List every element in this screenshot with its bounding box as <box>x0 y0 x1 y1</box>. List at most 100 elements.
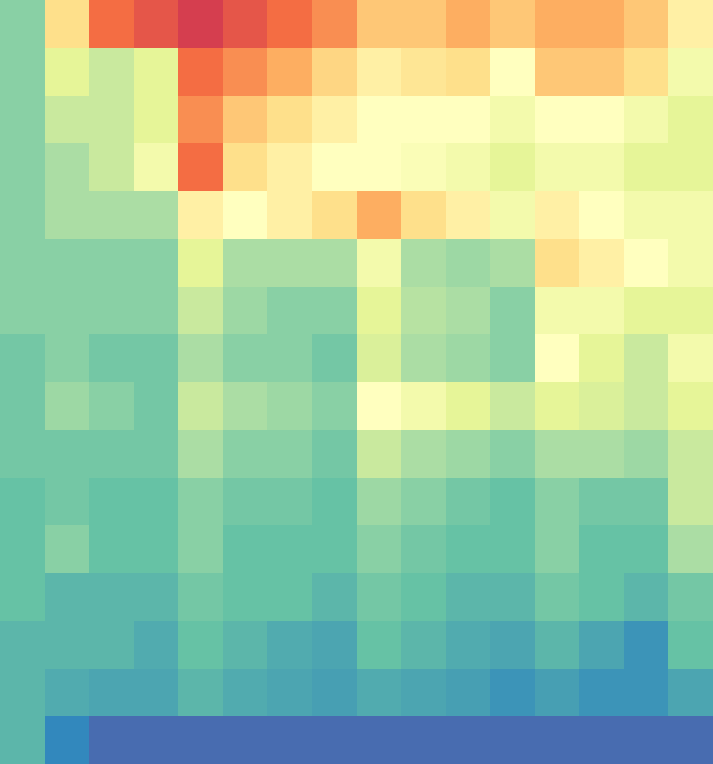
heatmap-cell <box>357 287 401 334</box>
heatmap-cell <box>178 478 223 525</box>
heatmap-cell <box>312 382 357 430</box>
heatmap-cell <box>535 478 579 525</box>
heatmap-cell <box>579 716 624 764</box>
heatmap-cell <box>45 382 89 430</box>
heatmap-cell <box>89 96 134 143</box>
heatmap-cell <box>401 573 446 621</box>
heatmap-cell <box>134 334 178 382</box>
heatmap-cell <box>446 239 490 287</box>
heatmap-cell <box>134 143 178 191</box>
heatmap-cell <box>312 573 357 621</box>
heatmap-cell <box>446 525 490 573</box>
heatmap-cell <box>178 334 223 382</box>
heatmap-cell <box>535 143 579 191</box>
heatmap-cell <box>45 573 89 621</box>
heatmap-cell <box>312 48 357 96</box>
heatmap-cell <box>535 239 579 287</box>
heatmap-cell <box>267 287 312 334</box>
heatmap-cell <box>267 382 312 430</box>
heatmap-cell <box>579 621 624 669</box>
heatmap-cell <box>223 287 267 334</box>
heatmap-cell <box>490 382 535 430</box>
heatmap-cell <box>668 287 713 334</box>
heatmap-cell <box>401 287 446 334</box>
heatmap-cell <box>357 143 401 191</box>
heatmap-cell <box>579 143 624 191</box>
heatmap-cell <box>0 430 45 478</box>
heatmap-cell <box>401 669 446 716</box>
heatmap-cell <box>267 478 312 525</box>
heatmap-cell <box>0 621 45 669</box>
heatmap-cell <box>668 478 713 525</box>
heatmap-cell <box>178 143 223 191</box>
heatmap-cell <box>89 191 134 239</box>
heatmap-cell <box>446 621 490 669</box>
heatmap-cell <box>134 191 178 239</box>
heatmap-cell <box>178 48 223 96</box>
heatmap-cell <box>357 48 401 96</box>
heatmap-cell <box>624 382 668 430</box>
heatmap-cell <box>579 191 624 239</box>
heatmap-cell <box>579 478 624 525</box>
heatmap-cell <box>624 48 668 96</box>
heatmap-cell <box>535 334 579 382</box>
heatmap-cell <box>624 525 668 573</box>
heatmap-cell <box>401 191 446 239</box>
heatmap-cell <box>401 334 446 382</box>
heatmap-cell <box>134 716 178 764</box>
heatmap-cell <box>178 430 223 478</box>
heatmap-cell <box>178 287 223 334</box>
heatmap-cell <box>535 96 579 143</box>
heatmap-cell <box>312 621 357 669</box>
heatmap-cell <box>0 525 45 573</box>
heatmap-cell <box>223 621 267 669</box>
heatmap-cell <box>624 0 668 48</box>
heatmap-cell <box>668 239 713 287</box>
heatmap-cell <box>0 669 45 716</box>
heatmap-cell <box>0 191 45 239</box>
heatmap-cell <box>45 716 89 764</box>
heatmap-cell <box>401 525 446 573</box>
heatmap-cell <box>45 669 89 716</box>
heatmap-cell <box>89 716 134 764</box>
heatmap-cell <box>446 96 490 143</box>
heatmap-cell <box>267 239 312 287</box>
heatmap-cell <box>490 430 535 478</box>
heatmap-cell <box>624 96 668 143</box>
heatmap-cell <box>357 573 401 621</box>
heatmap-cell <box>267 669 312 716</box>
heatmap-cell <box>89 525 134 573</box>
heatmap-cell <box>0 478 45 525</box>
heatmap-cell <box>0 96 45 143</box>
heatmap-cell <box>312 669 357 716</box>
heatmap-cell <box>490 239 535 287</box>
heatmap-cell <box>446 573 490 621</box>
heatmap-cell <box>267 143 312 191</box>
heatmap-cell <box>535 716 579 764</box>
heatmap-cell <box>579 334 624 382</box>
heatmap-cell <box>0 573 45 621</box>
heatmap-cell <box>490 48 535 96</box>
heatmap-cell <box>134 382 178 430</box>
heatmap-cell <box>134 430 178 478</box>
heatmap-cell <box>535 191 579 239</box>
heatmap-cell <box>357 334 401 382</box>
heatmap-cell <box>446 143 490 191</box>
heatmap-cell <box>357 669 401 716</box>
heatmap-cell <box>0 0 45 48</box>
heatmap-cell <box>134 525 178 573</box>
heatmap-cell <box>490 287 535 334</box>
heatmap-cell <box>134 0 178 48</box>
heatmap-cell <box>624 621 668 669</box>
heatmap-cell <box>357 478 401 525</box>
heatmap-cell <box>223 334 267 382</box>
heatmap-cell <box>579 573 624 621</box>
heatmap-cell <box>490 0 535 48</box>
heatmap-cell <box>357 191 401 239</box>
heatmap-cell <box>0 143 45 191</box>
heatmap-cell <box>178 525 223 573</box>
heatmap-cell <box>312 430 357 478</box>
heatmap-cell <box>446 716 490 764</box>
heatmap-cell <box>490 334 535 382</box>
